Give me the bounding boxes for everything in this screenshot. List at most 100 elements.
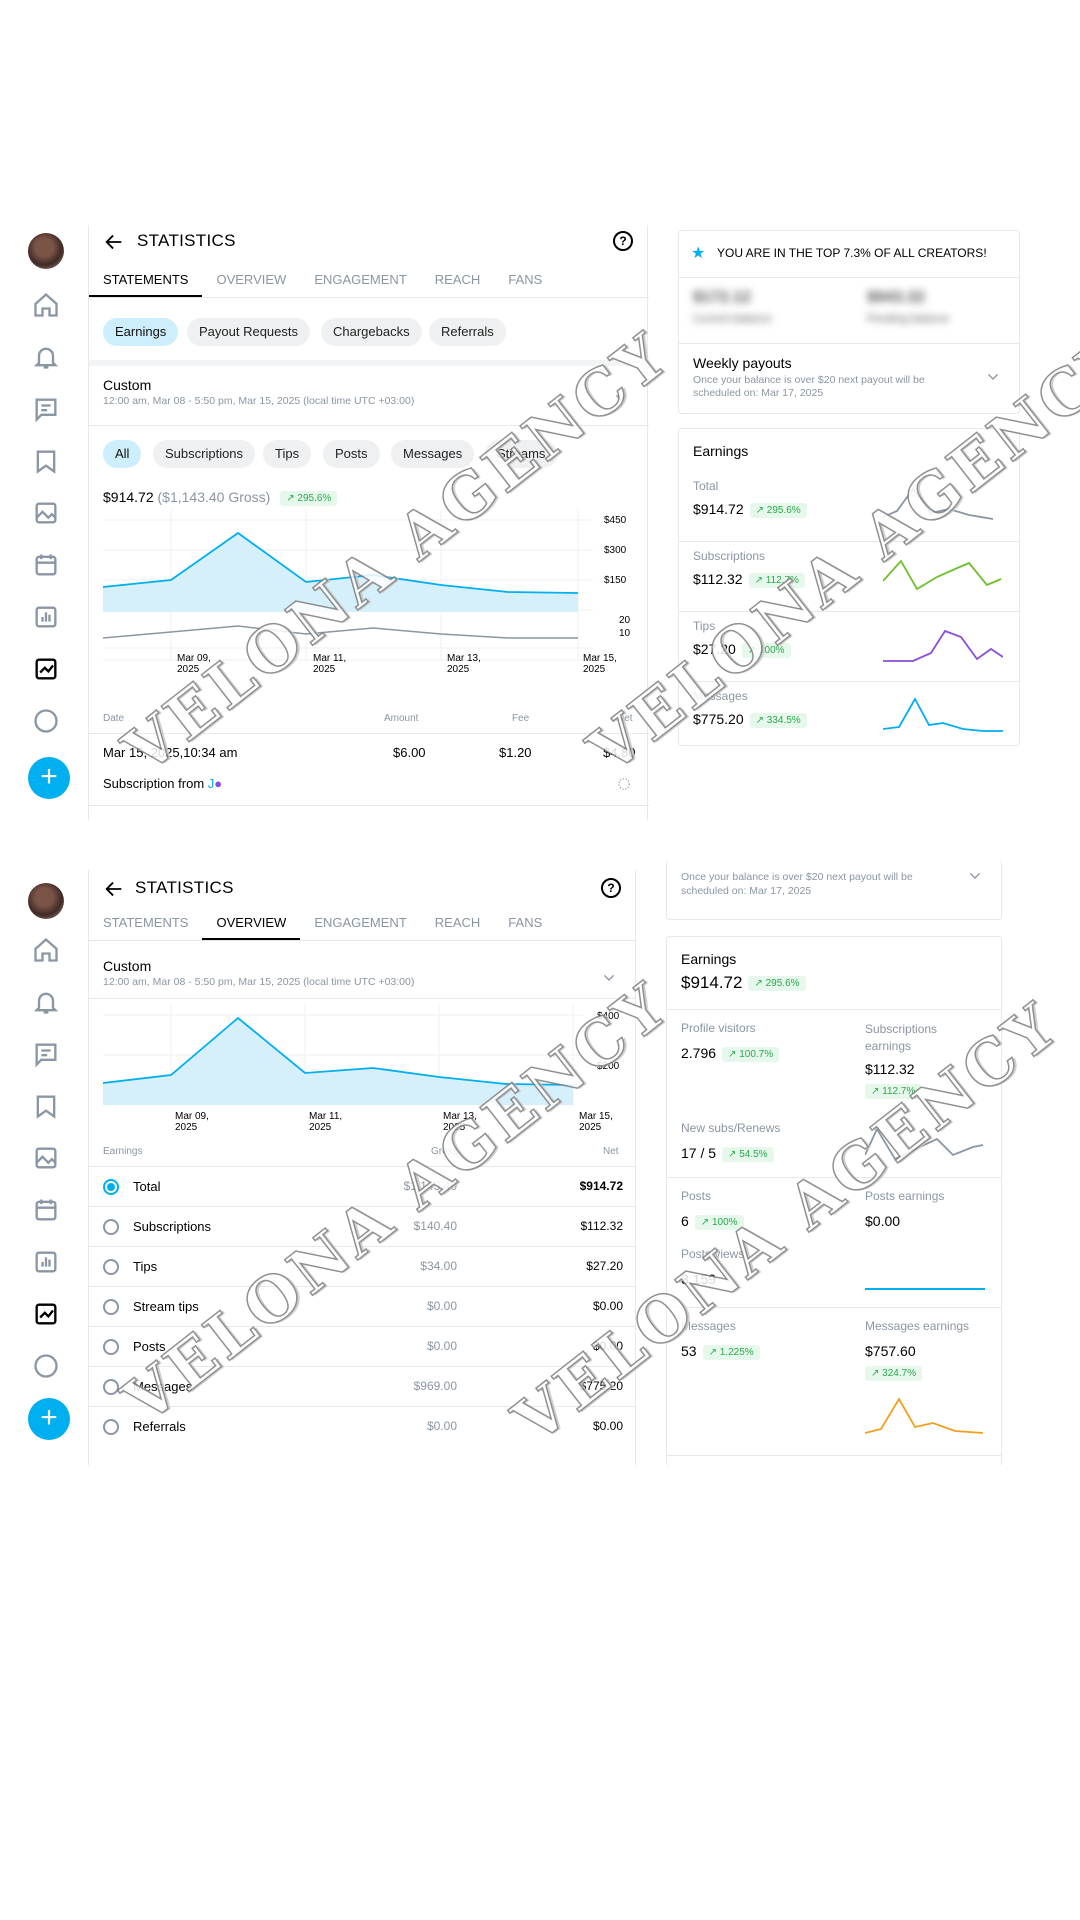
more-icon[interactable] bbox=[28, 703, 64, 739]
statements-panel: STATISTICS ? STATEMENTS OVERVIEW ENGAGEM… bbox=[88, 225, 649, 820]
x-tick: Mar 09, 2025 bbox=[177, 653, 211, 675]
subs-spark-line bbox=[865, 1127, 984, 1161]
radio-button[interactable] bbox=[103, 1219, 119, 1235]
filter-posts[interactable]: Posts bbox=[323, 440, 380, 468]
tab-fans[interactable]: FANS bbox=[508, 915, 543, 930]
media-icon[interactable] bbox=[28, 495, 64, 531]
radio-button[interactable] bbox=[103, 1179, 119, 1195]
earnings-row-total[interactable]: Total $914.72 ↗ 295.6% bbox=[679, 473, 1019, 543]
earnings-table-row[interactable]: Referrals $0.00 $0.00 bbox=[89, 1406, 635, 1446]
earnings-row-messages[interactable]: Messages $775.20 ↗ 334.5% bbox=[679, 683, 1019, 753]
tab-overview[interactable]: OVERVIEW bbox=[216, 272, 287, 287]
tab-engagement[interactable]: ENGAGEMENT bbox=[314, 272, 407, 287]
row-gross: $0.00 bbox=[426, 1299, 457, 1313]
bookmark-icon[interactable] bbox=[28, 443, 64, 479]
row-net: $0.00 bbox=[592, 1299, 623, 1313]
posts-views-sparkline bbox=[865, 1288, 985, 1290]
radio-button[interactable] bbox=[103, 1339, 119, 1355]
earnings-table-row[interactable]: Subscriptions $140.40 $112.32 bbox=[89, 1206, 635, 1246]
change-badge: ↗ 324.7% bbox=[865, 1366, 923, 1382]
col-fee: Fee bbox=[512, 713, 530, 724]
plus-icon[interactable]: + bbox=[28, 1398, 70, 1440]
calendar-icon[interactable] bbox=[28, 1192, 64, 1228]
row-label: Stream tips bbox=[133, 1299, 199, 1314]
spark-line bbox=[883, 697, 1003, 732]
row-net: $4.80 bbox=[603, 745, 636, 760]
more-icon[interactable] bbox=[28, 1348, 64, 1384]
x-tick: Mar 13, 2025 bbox=[443, 1111, 477, 1133]
statements-icon[interactable] bbox=[28, 651, 64, 687]
stats-icon[interactable] bbox=[28, 599, 64, 635]
calendar-icon[interactable] bbox=[28, 547, 64, 583]
media-icon[interactable] bbox=[28, 1140, 64, 1176]
subtab-referrals[interactable]: Referrals bbox=[429, 318, 506, 346]
earnings-title: Earnings bbox=[693, 443, 749, 459]
tab-overview[interactable]: OVERVIEW bbox=[202, 906, 301, 940]
messages-earnings-change: ↗ 324.7% bbox=[859, 1365, 923, 1383]
x-tick-date: Mar 11, bbox=[313, 653, 347, 664]
chevron-down-icon[interactable] bbox=[985, 369, 1001, 385]
subtab-chargebacks[interactable]: Chargebacks bbox=[321, 318, 422, 346]
change-value: 295.6% bbox=[297, 492, 332, 504]
back-arrow-icon[interactable] bbox=[103, 878, 125, 900]
filter-streams[interactable]: Streams bbox=[485, 440, 558, 468]
bookmark-icon[interactable] bbox=[28, 1088, 64, 1124]
bell-icon[interactable] bbox=[28, 339, 64, 375]
messages-icon[interactable] bbox=[28, 391, 64, 427]
divider bbox=[89, 733, 649, 734]
earnings-table-row[interactable]: Tips $34.00 $27.20 bbox=[89, 1246, 635, 1286]
tab-reach[interactable]: REACH bbox=[434, 272, 481, 287]
divider bbox=[667, 1177, 1001, 1178]
earnings-table-row[interactable]: Total $1,143.40 $914.72 bbox=[89, 1166, 635, 1206]
subtab-earnings[interactable]: Earnings bbox=[103, 318, 179, 346]
row-label: Tips bbox=[133, 1259, 158, 1274]
earnings-table-row[interactable]: Messages $969.00 $775.20 bbox=[89, 1366, 635, 1406]
pending-balance-value: $943.32 bbox=[867, 289, 925, 306]
divider bbox=[667, 1455, 1001, 1456]
tab-engagement[interactable]: ENGAGEMENT bbox=[314, 915, 407, 930]
overview-area bbox=[103, 1018, 573, 1105]
home-icon[interactable] bbox=[28, 287, 64, 323]
chevron-down-icon[interactable] bbox=[601, 970, 617, 986]
tab-fans[interactable]: FANS bbox=[508, 272, 543, 287]
stats-icon[interactable] bbox=[28, 1244, 64, 1280]
subtab-payout-requests[interactable]: Payout Requests bbox=[187, 318, 311, 346]
avatar[interactable] bbox=[28, 883, 64, 919]
change-value: 100% bbox=[759, 644, 785, 656]
back-arrow-icon[interactable] bbox=[103, 231, 125, 253]
earnings-row-subscriptions[interactable]: Subscriptions $112.32 ↗ 112.7% bbox=[679, 543, 1019, 613]
filter-tips[interactable]: Tips bbox=[263, 440, 312, 468]
x-tick-date: Mar 15, bbox=[579, 1111, 613, 1122]
col-net: Net bbox=[617, 713, 633, 724]
subs-sparkline bbox=[865, 1127, 984, 1161]
spark-line bbox=[883, 487, 994, 520]
tab-statements[interactable]: STATEMENTS bbox=[89, 263, 203, 297]
statements-icon[interactable] bbox=[28, 1296, 64, 1332]
divider bbox=[679, 681, 1019, 682]
filter-messages[interactable]: Messages bbox=[391, 440, 475, 468]
radio-button[interactable] bbox=[103, 1299, 119, 1315]
chevron-down-icon[interactable] bbox=[967, 868, 983, 884]
col-gross: Gross bbox=[431, 1146, 458, 1157]
period-label: Custom bbox=[103, 377, 152, 393]
radio-button[interactable] bbox=[103, 1419, 119, 1435]
help-icon[interactable]: ? bbox=[613, 231, 633, 251]
filter-subscriptions[interactable]: Subscriptions bbox=[153, 440, 256, 468]
earnings-row-tips[interactable]: Tips $27.20 ↗ 100% bbox=[679, 613, 1019, 683]
bell-icon[interactable] bbox=[28, 984, 64, 1020]
avatar[interactable] bbox=[28, 233, 64, 269]
tab-reach[interactable]: REACH bbox=[434, 915, 481, 930]
tab-statements[interactable]: STATEMENTS bbox=[103, 915, 189, 930]
radio-button[interactable] bbox=[103, 1259, 119, 1275]
earnings-table-row[interactable]: Stream tips $0.00 $0.00 bbox=[89, 1286, 635, 1326]
messages-icon[interactable] bbox=[28, 1036, 64, 1072]
plus-icon[interactable]: + bbox=[28, 757, 70, 799]
user-link[interactable]: J bbox=[207, 776, 215, 791]
filter-all[interactable]: All bbox=[103, 440, 142, 468]
earnings-table-row[interactable]: Posts $0.00 $0.00 bbox=[89, 1326, 635, 1366]
home-icon[interactable] bbox=[28, 932, 64, 968]
chevron-down-icon[interactable] bbox=[613, 390, 629, 406]
help-icon[interactable]: ? bbox=[601, 878, 621, 898]
radio-button[interactable] bbox=[103, 1379, 119, 1395]
row-amount: $6.00 bbox=[393, 745, 426, 760]
